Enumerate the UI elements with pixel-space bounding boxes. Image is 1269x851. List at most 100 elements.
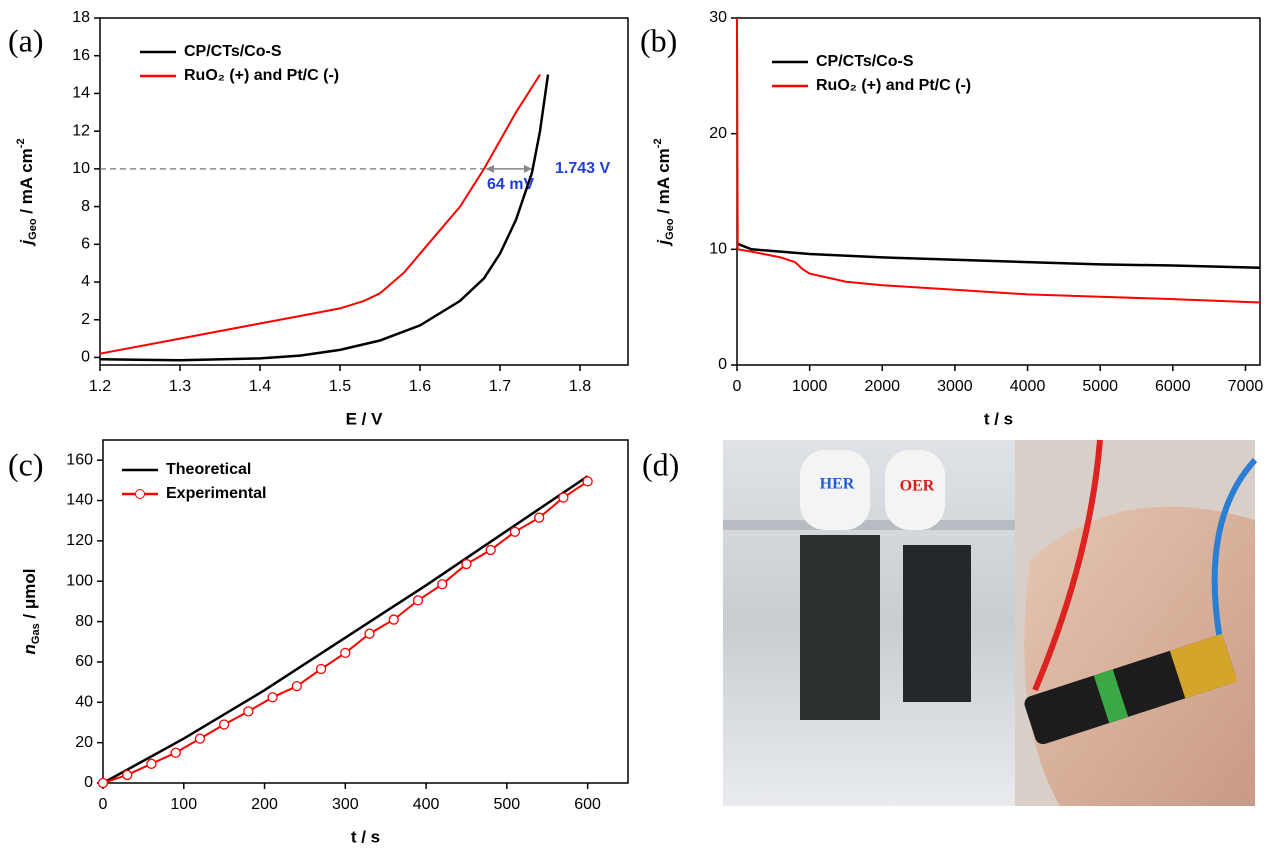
y-tick-label: 8 [81, 198, 90, 215]
annotation: 1.743 V [555, 160, 610, 177]
x-tick-label: 0 [99, 796, 108, 813]
chart: 0 100 200 300 400 500 600 0 20 40 60 80 100 120 140 160… [20, 439, 629, 846]
data-point [364, 628, 375, 639]
x-tick-label: 400 [413, 796, 440, 813]
x-tick-label: 100 [170, 796, 197, 813]
x-tick-label: 1.6 [409, 378, 431, 395]
data-point [509, 526, 521, 537]
x-tick-label: 1.3 [169, 378, 191, 395]
y-axis-subscript: Gas [30, 623, 42, 644]
panel-label: (b) [640, 22, 677, 58]
x-tick-label: 3000 [937, 378, 973, 395]
legend-label: CP/CTs/Co-S [184, 43, 282, 60]
series-line [736, 242, 1261, 270]
data-point [461, 558, 472, 570]
y-tick-label: 100 [66, 572, 93, 589]
data-point [219, 719, 230, 730]
x-tick-label: 300 [332, 796, 359, 813]
x-tick-label: 1.8 [569, 378, 591, 395]
chart: 0 1000 2000 3000 4000 5000 6000 7000 0 10 20 30 t / … [652, 9, 1263, 428]
y-tick-label: 30 [709, 9, 727, 26]
data-point [412, 595, 424, 606]
data-point [267, 692, 278, 703]
y-axis-subscript: Geo [664, 218, 676, 240]
y-tick-label: 120 [66, 532, 93, 549]
oer-label: OER [900, 478, 935, 495]
data-point [194, 733, 206, 744]
data-point [146, 758, 157, 769]
y-tick-label: 80 [75, 613, 93, 630]
x-tick-label: 600 [574, 796, 601, 813]
plot-frame [99, 17, 629, 366]
x-tick-label: 5000 [1082, 378, 1118, 395]
data-point [340, 647, 351, 659]
panel-label: (d) [642, 446, 679, 482]
y-axis-subscript: Geo [27, 218, 39, 240]
legend-label: Experimental [166, 485, 266, 502]
y-tick-label: 60 [75, 653, 93, 670]
x-tick-label: 0 [733, 378, 742, 395]
chart: 1.2 1.3 1.4 1.5 1.6 1.7 1.8 0 2 4 6 8 10 12 14 16 18 E / … [15, 9, 629, 428]
battery [1024, 633, 1238, 745]
y-tick-label: 0 [84, 774, 93, 791]
x-tick-label: 4000 [1010, 378, 1046, 395]
x-tick-label: 1.7 [489, 378, 511, 395]
data-point [485, 544, 496, 556]
y-tick-label: 40 [75, 694, 93, 711]
y-tick-label: 6 [81, 236, 90, 253]
x-tick-label: 6000 [1155, 378, 1191, 395]
legend-label: Theoretical [166, 461, 251, 478]
y-tick-label: 20 [75, 734, 93, 751]
x-tick-label: 200 [251, 796, 278, 813]
data-point [315, 663, 327, 675]
data-point [558, 492, 569, 503]
x-tick-label: 500 [493, 796, 520, 813]
y-axis-title: jGeo / mA cm-2 [15, 138, 39, 246]
legend-label: CP/CTs/Co-S [816, 53, 914, 70]
y-tick-label: 10 [72, 160, 90, 177]
y-axis-symbol: j [17, 239, 36, 247]
y-axis-unit: / mA cm [654, 148, 673, 218]
y-tick-label: 0 [81, 349, 90, 366]
y-axis-superscript: -2 [15, 138, 27, 148]
x-tick-label: 2000 [864, 378, 900, 395]
y-axis-unit: / μmol [20, 569, 39, 624]
x-tick-label: 1000 [792, 378, 828, 395]
legend-label: RuO₂ (+) and Pt/C (-) [816, 77, 971, 94]
y-axis-unit: / mA cm [17, 148, 36, 218]
y-tick-label: 2 [81, 311, 90, 328]
y-axis-title: jGeo / mA cm-2 [652, 138, 676, 246]
photo-panel: HER OER [723, 439, 1258, 806]
data-point [122, 769, 133, 781]
y-axis-symbol: n [20, 644, 39, 654]
clip [800, 450, 870, 530]
data-point [243, 706, 254, 717]
data-point [170, 747, 181, 758]
series-line [736, 17, 1261, 304]
series-line [102, 475, 589, 785]
data-point [582, 476, 593, 487]
y-tick-label: 12 [72, 122, 90, 139]
plot-frame [102, 439, 629, 784]
y-tick-label: 20 [709, 125, 727, 142]
clip [885, 450, 945, 530]
x-tick-label: 1.4 [249, 378, 271, 395]
x-tick-label: 7000 [1228, 378, 1264, 395]
her-electrode [800, 535, 880, 720]
data-point [388, 614, 399, 625]
panel-label: (c) [8, 446, 44, 482]
y-tick-label: 14 [72, 85, 90, 102]
series-line [99, 74, 550, 362]
x-tick-label: 1.5 [329, 378, 351, 395]
data-point [437, 579, 448, 590]
blue-wire [1211, 457, 1258, 641]
data-point [534, 512, 545, 523]
annotation: 64 mV [487, 176, 534, 193]
y-tick-label: 0 [718, 356, 727, 373]
x-tick-label: 1.2 [89, 378, 111, 395]
red-wire [1032, 439, 1103, 692]
y-tick-label: 4 [81, 273, 90, 290]
legend-marker [135, 489, 145, 499]
water-line [723, 520, 1015, 530]
